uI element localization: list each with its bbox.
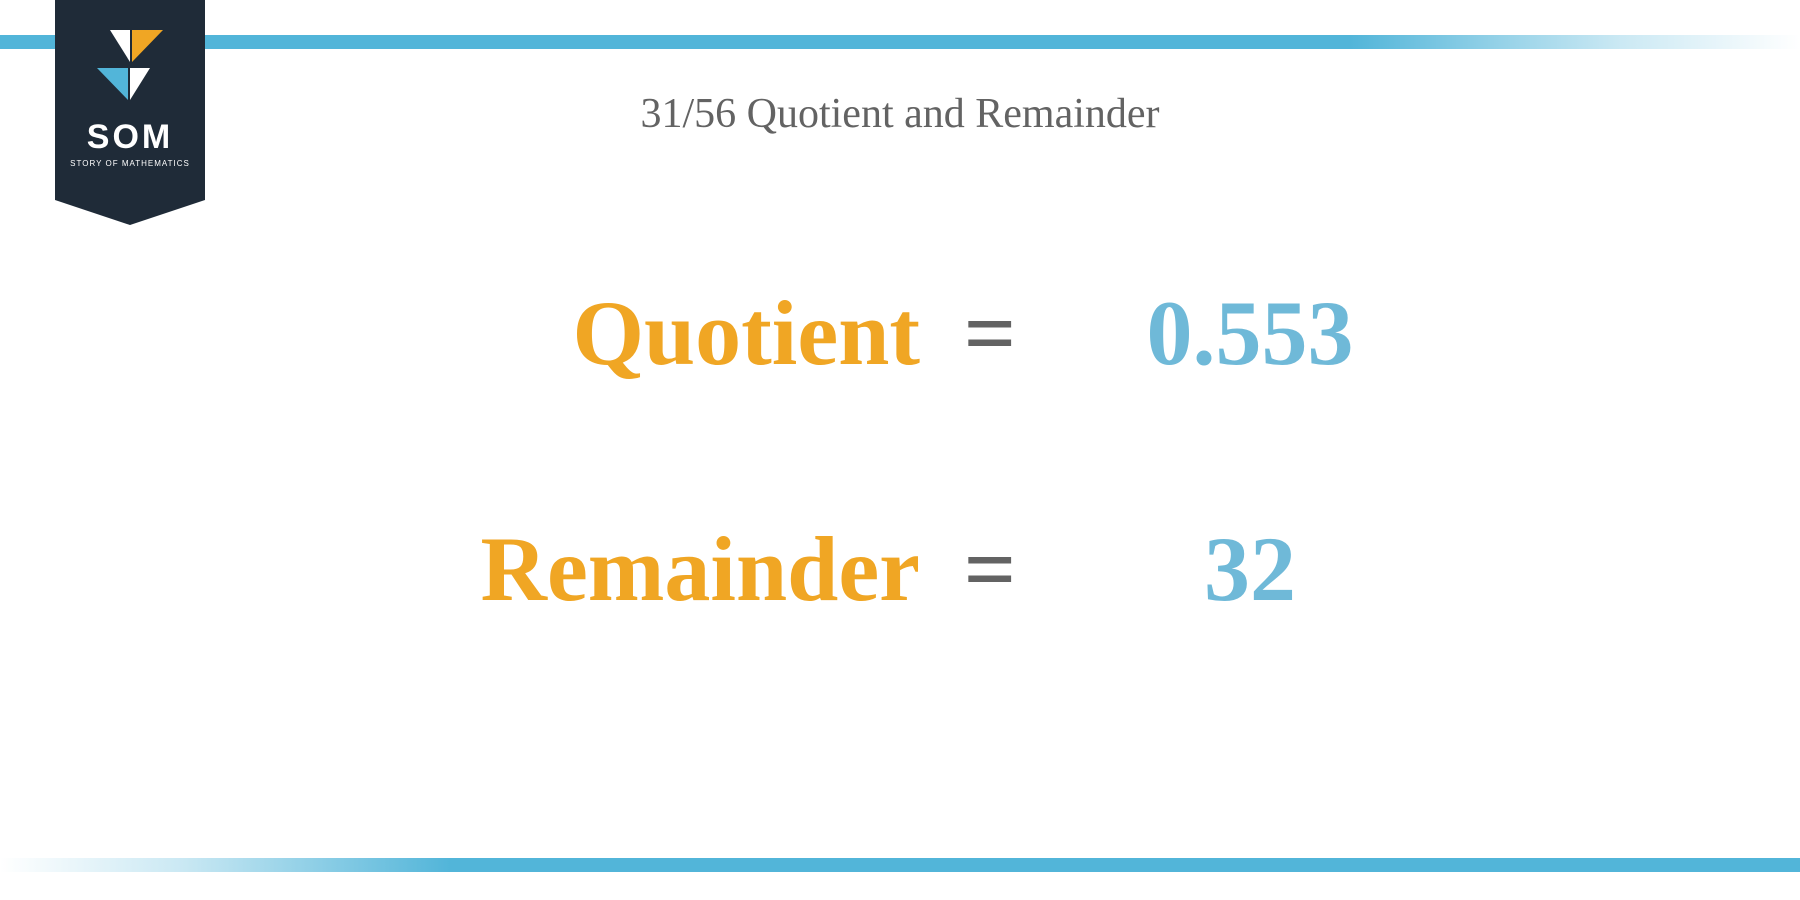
quotient-value: 0.553 — [1060, 280, 1440, 386]
quotient-label: Quotient — [360, 280, 920, 386]
remainder-row: Remainder = 32 — [360, 516, 1440, 622]
remainder-label: Remainder — [360, 516, 920, 622]
quotient-row: Quotient = 0.553 — [360, 280, 1440, 386]
page-title: 31/56 Quotient and Remainder — [0, 90, 1800, 138]
equals-sign: = — [920, 280, 1060, 386]
top-accent-bar — [0, 35, 1800, 49]
bottom-accent-bar — [0, 858, 1800, 872]
content-area: Quotient = 0.553 Remainder = 32 — [0, 280, 1800, 622]
remainder-value: 32 — [1060, 516, 1440, 622]
equals-sign: = — [920, 516, 1060, 622]
logo-subtext: STORY OF MATHEMATICS — [70, 159, 190, 168]
